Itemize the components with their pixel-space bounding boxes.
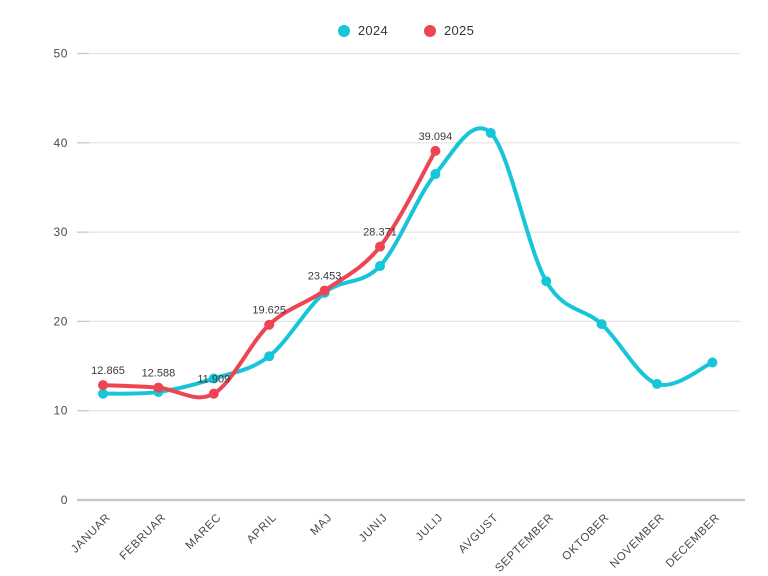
series-2025-data-label: 12.865 — [91, 365, 125, 377]
legend-label-2024: 2024 — [357, 23, 388, 38]
legend-label-2025: 2025 — [444, 23, 475, 38]
series-2025-data-label: 39.094 — [419, 131, 453, 143]
series-2024-point[interactable] — [264, 351, 275, 362]
y-axis-tick-label: 30 — [53, 225, 68, 239]
legend-dot-2024-icon — [337, 24, 350, 37]
x-axis-label: MAREC — [184, 512, 224, 552]
series-2024-point[interactable] — [208, 373, 219, 384]
series-2024-point[interactable] — [541, 276, 552, 287]
x-axis-label: AVGUST — [457, 512, 501, 556]
x-axis-label: JULIJ — [414, 512, 446, 544]
x-axis-label: NOVEMBER — [608, 512, 667, 571]
series-2024-line — [101, 126, 715, 396]
chart-legend: 2024 2025 — [22, 23, 768, 38]
y-axis-tick-label: 10 — [53, 404, 68, 418]
series-2025-point[interactable] — [319, 285, 330, 296]
series-2024-point[interactable] — [652, 378, 662, 389]
legend-item-2025[interactable]: 2025 — [424, 23, 474, 38]
y-axis-tick-label: 20 — [53, 314, 68, 328]
legend-item-2024[interactable]: 2024 — [337, 23, 388, 38]
series-2025-data-label: 28.371 — [363, 227, 397, 239]
series-2025-data-label: 19.625 — [252, 305, 286, 317]
series-2025-point[interactable] — [375, 241, 385, 252]
series-2025-point[interactable] — [98, 380, 108, 391]
y-axis-tick-label: 0 — [61, 493, 68, 507]
series-2024-point[interactable] — [375, 261, 385, 272]
series-2024-point[interactable] — [596, 319, 607, 330]
series-2025-data-label: 12.588 — [142, 368, 176, 380]
series-2024-point[interactable] — [430, 169, 441, 180]
x-axis-label: APRIL — [245, 512, 279, 546]
series-2025-point[interactable] — [153, 382, 164, 393]
x-axis-label: OKTOBER — [560, 512, 612, 564]
x-axis-label: SEPTEMBER — [493, 512, 556, 575]
y-axis-tick-label: 40 — [53, 136, 68, 150]
series-2025-data-label: 11.909 — [197, 374, 230, 386]
series-2025-point[interactable] — [208, 388, 219, 399]
x-axis-label: MAJ — [308, 512, 334, 538]
series-2025-data-label: 23.453 — [308, 271, 342, 283]
series-2025-point[interactable] — [430, 145, 441, 156]
series-2025-point[interactable] — [264, 319, 275, 330]
legend-dot-2025-icon — [424, 24, 436, 37]
series-2024-point[interactable] — [98, 388, 108, 399]
x-axis-label: JUNIJ — [357, 512, 390, 545]
y-axis-tick-label: 50 — [53, 47, 68, 61]
series-2024-point[interactable] — [485, 127, 496, 138]
x-axis-label: DECEMBER — [664, 512, 723, 571]
x-axis-label: JANUAR — [69, 512, 113, 556]
x-axis-label: FEBRUAR — [118, 512, 169, 563]
series-2024-point[interactable] — [707, 357, 718, 368]
